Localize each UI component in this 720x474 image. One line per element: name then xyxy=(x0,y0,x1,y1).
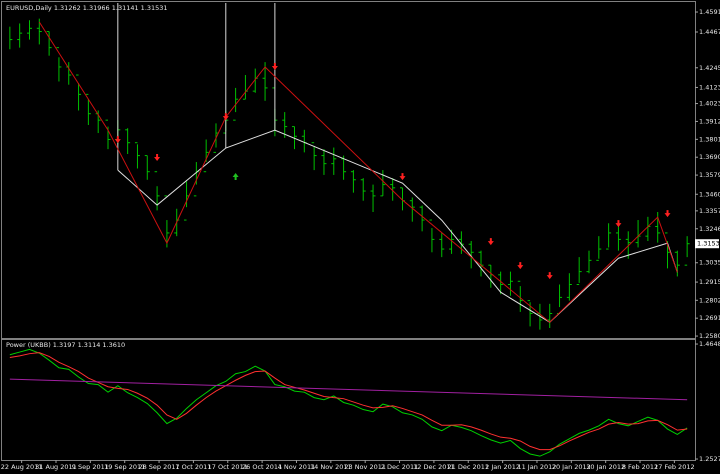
y-tick-label: 1.35790 xyxy=(699,171,720,179)
y-tick-label: 1.34600 xyxy=(699,190,720,198)
price-header: EURUSD,Daily 1.31262 1.31966 1.31141 1.3… xyxy=(6,4,168,12)
sell-arrow xyxy=(546,272,553,280)
x-tick-label: 11 Jan 2012 xyxy=(517,463,556,471)
sell-arrow xyxy=(487,238,494,246)
x-tick-label: 23 Nov 2011 xyxy=(344,463,386,471)
x-tick-label: 2 Dec 2011 xyxy=(381,463,418,471)
y-tick-label: 1.26910 xyxy=(699,314,720,322)
x-tick-label: 28 Sep 2011 xyxy=(138,463,179,471)
y-tick-label: 1.44670 xyxy=(699,28,720,36)
x-tick-label: 4 Nov 2011 xyxy=(278,463,316,471)
x-tick-label: 14 Nov 2011 xyxy=(310,463,352,471)
sell-arrow xyxy=(664,210,671,218)
sell-arrow xyxy=(271,62,278,70)
y-tick-label: 1.32460 xyxy=(699,225,720,233)
y-tick-label: 1.40230 xyxy=(699,100,720,108)
indicator-line xyxy=(9,352,688,451)
buy-arrow xyxy=(232,173,239,181)
x-tick-label: 26 Oct 2011 xyxy=(242,463,282,471)
x-tick-label: 12 Dec 2011 xyxy=(413,463,455,471)
current-price-label: 1.31531 xyxy=(697,240,720,248)
x-tick-label: 20 Jan 2012 xyxy=(552,463,591,471)
y-tick-label: 1.45910 xyxy=(699,8,720,16)
price-panel-border xyxy=(1,1,696,339)
x-tick-label: 22 Aug 2011 xyxy=(1,463,43,471)
x-tick-label: 7 Oct 2011 xyxy=(175,463,211,471)
x-tick-label: 31 Aug 2011 xyxy=(35,463,77,471)
y-tick-label: 1.25800 xyxy=(699,332,720,340)
x-tick-label: 19 Sep 2011 xyxy=(104,463,145,471)
sell-arrow xyxy=(222,113,229,121)
x-tick-label: 21 Dec 2011 xyxy=(447,463,489,471)
sell-arrow xyxy=(615,220,622,228)
y-tick-label: 1.30350 xyxy=(699,259,720,267)
trend-line xyxy=(117,129,678,323)
y-tick-label: 1.36900 xyxy=(699,153,720,161)
y-tick-label: 1.4648 xyxy=(699,340,720,348)
y-tick-label: 1.28020 xyxy=(699,296,720,304)
zigzag-line xyxy=(38,21,678,323)
x-tick-label: 8 Feb 2012 xyxy=(622,463,658,471)
y-tick-label: 1.41230 xyxy=(699,83,720,91)
x-tick-label: 17 Feb 2012 xyxy=(654,463,694,471)
y-tick-label: 1.2527 xyxy=(699,455,720,463)
sell-arrow xyxy=(154,154,161,162)
y-tick-label: 1.39120 xyxy=(699,117,720,125)
x-tick-label: 9 Sep 2011 xyxy=(72,463,109,471)
y-tick-label: 1.29150 xyxy=(699,278,720,286)
current-price-box xyxy=(695,239,719,249)
x-tick-label: 30 Jan 2012 xyxy=(586,463,625,471)
indicator-line xyxy=(9,348,688,457)
sell-arrow xyxy=(114,136,121,144)
x-tick-label: 17 Oct 2011 xyxy=(208,463,248,471)
y-tick-label: 1.38010 xyxy=(699,135,720,143)
y-tick-label: 1.33570 xyxy=(699,207,720,215)
y-tick-label: 1.42450 xyxy=(699,64,720,72)
indicator-line xyxy=(9,378,688,401)
x-tick-label: 2 Jan 2012 xyxy=(485,463,520,471)
indicator-panel-border xyxy=(1,339,696,461)
sell-arrow xyxy=(517,262,524,270)
indicator-header: Power (UKBB) 1.3197 1.3114 1.3610 xyxy=(6,341,125,349)
sell-arrow xyxy=(399,173,406,181)
